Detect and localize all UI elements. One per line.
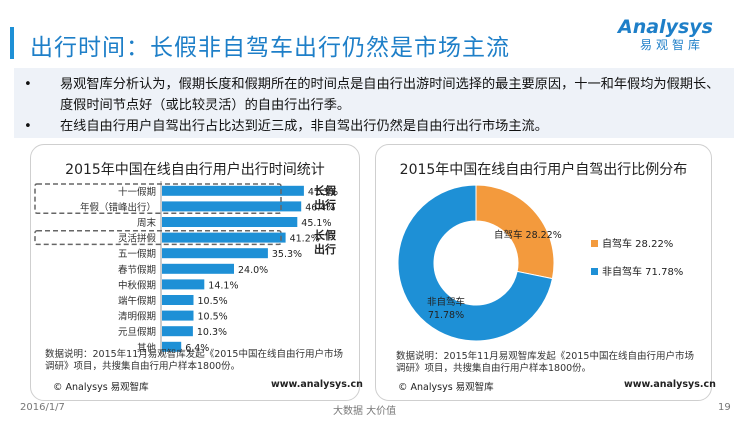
bar bbox=[162, 201, 302, 212]
value-label: 46.4% bbox=[305, 202, 335, 213]
value-label: 14.1% bbox=[208, 280, 238, 291]
category-label: 周末 bbox=[137, 217, 157, 229]
category-label: 清明假期 bbox=[118, 311, 156, 323]
value-label: 10.5% bbox=[198, 296, 228, 307]
bar-chart: 十一假期 47.3% 年假（错峰出行） 46.4% 周末 45.1% 灵活拼假 41.2% 五一… bbox=[34, 181, 338, 355]
bar bbox=[162, 279, 205, 290]
legend-label: 自驾车 28.22% bbox=[602, 237, 673, 250]
value-label: 41.2% bbox=[290, 234, 320, 245]
logo-subtitle: 易观智库 bbox=[640, 38, 705, 52]
bar bbox=[162, 232, 286, 243]
value-label: 6.4% bbox=[185, 343, 209, 354]
footer-slogan: 大数据 大价值 bbox=[333, 406, 397, 417]
legend-swatch bbox=[591, 240, 598, 247]
title-accent-bar bbox=[10, 27, 14, 59]
donut-slice bbox=[475, 184, 555, 280]
logo-text: Analysys bbox=[618, 16, 713, 38]
category-label: 十一假期 bbox=[118, 186, 156, 198]
value-label: 10.5% bbox=[198, 312, 228, 323]
group-label: 长假出行 bbox=[314, 183, 337, 211]
donut-chart-title: 2015年中国在线自由行用户自驾出行比例分布 bbox=[399, 162, 688, 178]
bar-chart-copyright: © Analysys 易观智库 bbox=[53, 382, 149, 393]
bar bbox=[162, 295, 194, 305]
category-label: 春节假期 bbox=[118, 264, 156, 276]
page-title: 出行时间：长假非自驾车出行仍然是市场主流 bbox=[30, 35, 510, 61]
bar bbox=[162, 185, 304, 196]
analysys-logo: Analysys 易观智库 bbox=[618, 16, 733, 61]
footer-date: 2016/1/7 bbox=[20, 402, 65, 413]
donut-chart-url: www.analysys.cn bbox=[624, 379, 716, 390]
value-label: 45.1% bbox=[301, 218, 331, 229]
bar bbox=[162, 263, 234, 274]
bar bbox=[162, 248, 268, 259]
bar-chart-title: 2015年中国在线自由行用户出行时间统计 bbox=[65, 162, 325, 178]
bar-chart-panel: 2015年中国在线自由行用户出行时间统计 十一假期 47.3% 年假（错峰出行） 46… bbox=[30, 144, 363, 401]
bullet-text: 在线自由行用户自驾出行占比达到近三成，非自驾出行仍然是自由行出行市场主流。 bbox=[60, 119, 548, 134]
summary-box: • 易观智库分析认为，假期长度和假期所在的时间点是自由行出游时间选择的最主要原因… bbox=[14, 68, 734, 138]
footer-page-number: 19 bbox=[718, 402, 731, 413]
value-label: 10.3% bbox=[197, 327, 227, 338]
slice-label: 自驾车 28.22% bbox=[494, 229, 562, 241]
bar bbox=[162, 217, 298, 227]
bar bbox=[162, 310, 194, 321]
value-label: 35.3% bbox=[272, 249, 302, 260]
category-label: 中秋假期 bbox=[118, 279, 156, 291]
category-label: 其他 bbox=[137, 342, 157, 354]
bullet-text: 易观智库分析认为，假期长度和假期所在的时间点是自由行出游时间选择的最主要原因，十… bbox=[60, 77, 720, 113]
category-label: 端午假期 bbox=[118, 295, 156, 307]
donut-chart-note: 数据说明：2015年11月易观智库发起《2015中国在线自由行用户市场调研》项目… bbox=[396, 351, 694, 374]
value-label: 47.3% bbox=[308, 187, 338, 198]
donut-slice bbox=[397, 184, 554, 342]
bar bbox=[162, 326, 193, 337]
bar-chart-note: 数据说明：2015年11月易观智库发起《2015中国在线自由行用户市场调研》项目… bbox=[45, 349, 343, 372]
bar-chart-url: www.analysys.cn bbox=[271, 379, 363, 390]
bullet-marker: • bbox=[24, 119, 32, 134]
donut-chart-panel: 2015年中国在线自由行用户自驾出行比例分布 自驾车 28.22% 非自驾车 71.… bbox=[375, 144, 716, 401]
bar bbox=[162, 341, 182, 352]
legend-swatch bbox=[591, 268, 598, 275]
category-label: 年假（错峰出行） bbox=[80, 201, 156, 213]
bullet-marker: • bbox=[24, 77, 32, 92]
category-label: 灵活拼假 bbox=[118, 233, 157, 245]
donut-chart-copyright: © Analysys 易观智库 bbox=[398, 382, 494, 393]
group-box bbox=[34, 183, 282, 214]
legend-label: 非自驾车 71.78% bbox=[602, 265, 683, 278]
group-box bbox=[34, 230, 282, 246]
category-label: 元旦假期 bbox=[118, 326, 156, 338]
value-label: 24.0% bbox=[238, 265, 268, 276]
donut-chart: 自驾车 28.22% 非自驾车 71.78% 自驾车 28.22% 非自驾车 71.78… bbox=[397, 184, 683, 342]
group-label: 长假出行 bbox=[314, 228, 337, 256]
category-label: 五一假期 bbox=[118, 248, 156, 260]
slice-label: 非自驾车 71.78% bbox=[427, 296, 465, 321]
